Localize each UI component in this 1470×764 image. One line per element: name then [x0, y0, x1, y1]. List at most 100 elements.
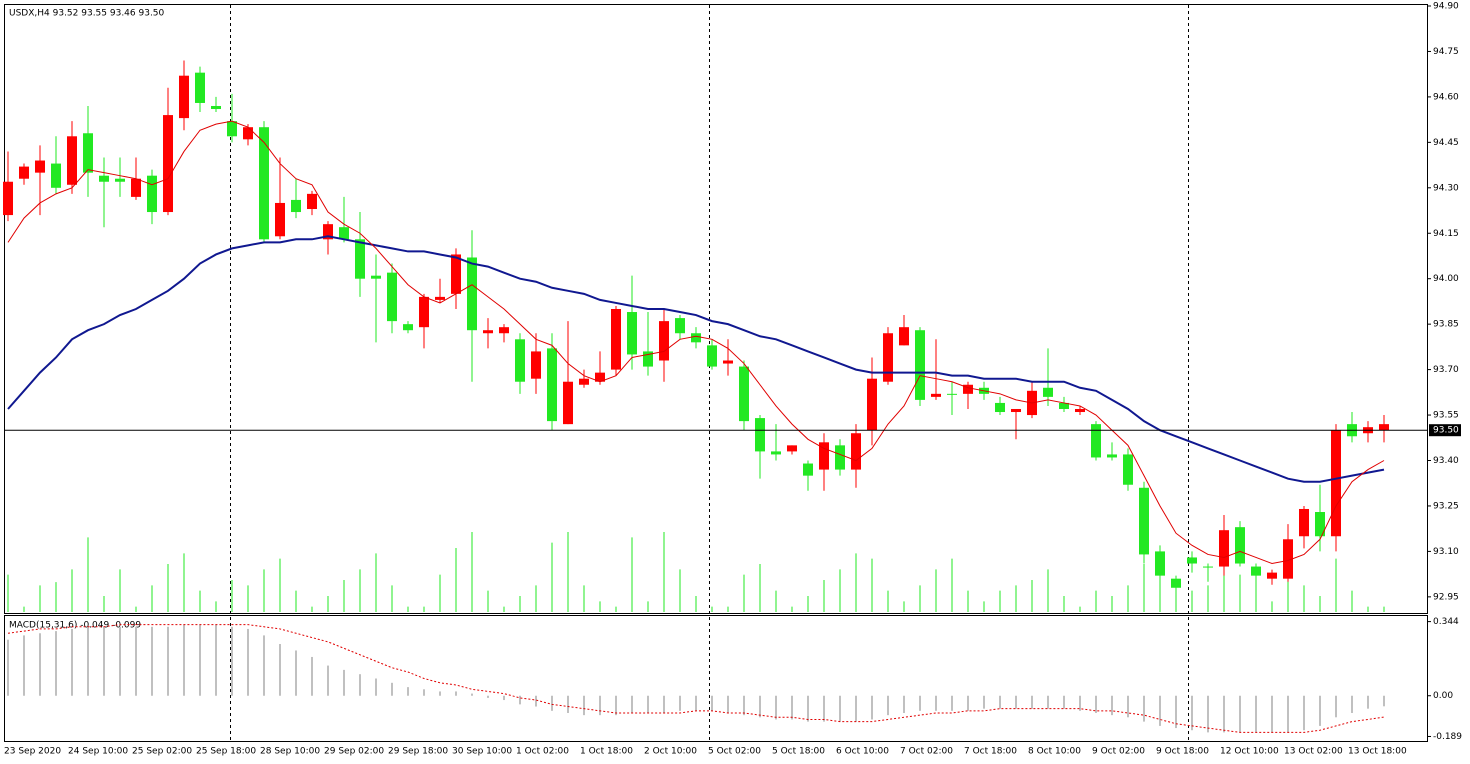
x-tick-label: 9 Oct 02:00	[1092, 747, 1145, 757]
x-tick-label: 2 Oct 10:00	[644, 747, 697, 757]
y-tick-label: 94.90	[1433, 2, 1459, 12]
candle-body	[659, 321, 669, 361]
x-tick-label: 23 Sep 2020	[4, 747, 61, 757]
candle-body	[1123, 454, 1133, 485]
y-tick-label: -0.189	[1433, 732, 1462, 742]
candle-body	[1171, 578, 1181, 588]
candle-body	[243, 127, 253, 140]
candle-body	[835, 445, 845, 470]
y-tick-label: 93.55	[1433, 411, 1459, 421]
candle-body	[419, 296, 429, 328]
candle-body	[723, 360, 733, 364]
x-tick-label: 24 Sep 10:00	[68, 747, 128, 757]
candle-body	[275, 202, 285, 237]
candle-body	[819, 442, 829, 470]
x-tick-label: 8 Oct 10:00	[1028, 747, 1081, 757]
candle-body	[947, 393, 957, 395]
candle-body	[1235, 527, 1245, 564]
y-tick-label: 94.60	[1433, 92, 1459, 102]
candle-body	[739, 366, 749, 422]
candle-body	[307, 193, 317, 210]
y-tick-label: 93.70	[1433, 365, 1459, 375]
candle-body	[803, 463, 813, 476]
x-tick-label: 13 Oct 18:00	[1348, 747, 1407, 757]
x-tick-label: 5 Oct 18:00	[772, 747, 825, 757]
candle-body	[499, 327, 509, 334]
chart-title: USDX,H4 93.52 93.55 93.46 93.50	[9, 9, 165, 19]
y-tick-label: 93.10	[1433, 547, 1459, 557]
y-tick-label: 94.00	[1433, 274, 1459, 284]
y-tick-label: 0.00	[1433, 691, 1453, 701]
current-price-label: 93.50	[1433, 426, 1459, 436]
candle-body	[435, 296, 445, 300]
candle-body	[675, 318, 685, 334]
candle-body	[195, 72, 205, 103]
candle-body	[355, 239, 365, 279]
candle-body	[1379, 424, 1389, 431]
x-tick-label: 9 Oct 18:00	[1156, 747, 1209, 757]
candle-body	[1219, 530, 1229, 567]
y-tick-label: 93.25	[1433, 501, 1459, 511]
candle-body	[915, 330, 925, 400]
candle-body	[1299, 508, 1309, 537]
x-tick-label: 7 Oct 02:00	[900, 747, 953, 757]
candle-body	[451, 254, 461, 294]
candle-body	[1315, 512, 1325, 537]
candle-body	[707, 345, 717, 367]
current-price-box	[1429, 424, 1461, 437]
x-tick-label: 5 Oct 02:00	[708, 747, 761, 757]
candle-body	[867, 378, 877, 431]
x-tick-label: 1 Oct 18:00	[580, 747, 633, 757]
x-tick-label: 6 Oct 10:00	[836, 747, 889, 757]
candle-body	[771, 451, 781, 455]
x-tick-label: 30 Sep 10:00	[452, 747, 512, 757]
candle-body	[1267, 572, 1277, 579]
macd-pane	[4, 615, 1428, 742]
candle-body	[1155, 551, 1165, 576]
candle-body	[899, 327, 909, 346]
candle-body	[291, 199, 301, 213]
candle-body	[1139, 487, 1149, 555]
candle-body	[755, 418, 765, 452]
x-tick-label: 25 Sep 18:00	[196, 747, 256, 757]
candle-body	[1075, 408, 1085, 413]
candle-body	[19, 166, 29, 179]
candle-body	[35, 160, 45, 173]
candle-body	[83, 133, 93, 173]
candle-body	[531, 351, 541, 379]
y-tick-label: 94.30	[1433, 183, 1459, 193]
candle-body	[99, 175, 109, 182]
x-tick-label: 28 Sep 10:00	[260, 747, 320, 757]
candle-body	[1187, 557, 1197, 564]
candle-body	[627, 312, 637, 355]
candle-body	[1283, 539, 1293, 579]
candle-body	[3, 181, 13, 216]
candle-body	[1011, 408, 1021, 413]
candle-body	[883, 333, 893, 382]
ma-fast	[7, 120, 1385, 565]
candle-body	[131, 178, 141, 197]
candle-body	[371, 275, 381, 279]
macd-title: MACD(15,31,6) -0.049 -0.099	[9, 621, 141, 631]
candle-body	[403, 324, 413, 331]
candle-body	[579, 378, 589, 385]
candle-body	[1107, 454, 1117, 458]
candle-body	[323, 224, 333, 240]
candle-body	[115, 178, 125, 182]
x-tick-label: 25 Sep 02:00	[132, 747, 192, 757]
candle-body	[67, 136, 77, 185]
candle-body	[259, 127, 269, 240]
x-tick-label: 12 Oct 10:00	[1220, 747, 1279, 757]
x-tick-label: 29 Sep 02:00	[324, 747, 384, 757]
candle-body	[387, 272, 397, 322]
y-tick-label: 94.15	[1433, 229, 1459, 239]
x-tick-label: 1 Oct 02:00	[516, 747, 569, 757]
candle-body	[211, 105, 221, 110]
candle-body	[1251, 566, 1261, 576]
main-pane	[4, 4, 1428, 614]
candle-body	[611, 309, 621, 370]
candle-body	[1331, 430, 1341, 537]
y-tick-label: 94.45	[1433, 138, 1459, 148]
